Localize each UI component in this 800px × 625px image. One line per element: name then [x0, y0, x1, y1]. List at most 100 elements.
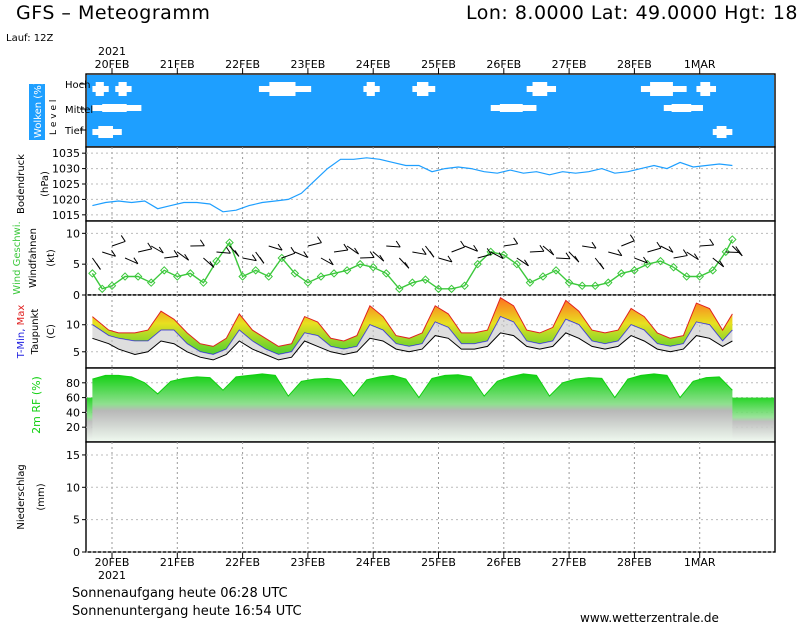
- ytick-label-humidity-0: 20: [66, 421, 80, 434]
- xtick-label-bottom-1: 21FEB: [160, 556, 195, 569]
- wind-speed-point-29: [460, 281, 469, 290]
- wind-barb-30: [477, 253, 492, 259]
- humidity-area: [92, 373, 733, 441]
- wind-barb-2: [111, 240, 126, 247]
- wind-speed-point-12: [238, 272, 247, 281]
- wind-speed-point-14: [264, 272, 273, 281]
- xtick-label-top-8: 28FEB: [617, 58, 652, 71]
- ylabel-wind-36: Windfahnen: [28, 228, 39, 288]
- wind-barb-47: [699, 244, 714, 247]
- wind-barb-flag-16: [303, 251, 309, 258]
- ylabel-temperature-38: Taupunkt: [30, 309, 41, 356]
- cloud-gap-core-hoch-3: [366, 82, 375, 96]
- year-label-bottom: 2021: [98, 569, 126, 582]
- wind-barb-flag-42: [643, 256, 648, 264]
- cloud-gap-core-hoch-7: [700, 82, 711, 96]
- wind-barb-flag-50: [737, 249, 743, 257]
- wind-barb-flag-43: [656, 241, 662, 249]
- xtick-label-bottom-7: 27FEB: [552, 556, 587, 569]
- wind-barb-flag-14: [277, 243, 283, 251]
- wind-barb-45: [673, 255, 688, 259]
- wind-barb-flag-27: [447, 255, 453, 263]
- wind-barb-4: [138, 248, 152, 253]
- wind-speed-point-23: [382, 269, 391, 278]
- wind-speed-point-3: [120, 272, 130, 281]
- wind-barb-17: [307, 242, 322, 247]
- sunset-text: Sonnenuntergang heute 16:54 UTC: [72, 604, 302, 619]
- wind-barb-flag-3: [133, 257, 139, 264]
- wind-speed-point-42: [630, 266, 639, 275]
- wind-barb-28: [451, 246, 465, 253]
- xtick-label-top-6: 26FEB: [486, 58, 521, 71]
- wind-speed-point-5: [146, 278, 156, 287]
- wind-barb-flag-37: [574, 255, 580, 263]
- wind-barb-flag-12: [251, 254, 257, 261]
- ytick-label-pressure-0: 1015: [52, 209, 80, 222]
- ylabel-precip-44: (mm): [36, 483, 47, 510]
- wind-barb-18: [320, 257, 334, 266]
- cloud-level-label-2: Tief: [64, 126, 84, 137]
- wind-speed-point-41: [617, 269, 626, 278]
- wind-barb-flag-13: [259, 257, 265, 264]
- wind-barb-41: [621, 240, 635, 247]
- wind-barb-9: [203, 257, 215, 268]
- ytick-label-humidity-3: 80: [66, 377, 80, 390]
- wind-speed-point-11: [225, 238, 234, 247]
- wind-speed-point-37: [564, 278, 574, 287]
- wind-barb-flag-15: [290, 246, 296, 254]
- wind-speed-point-17: [303, 278, 313, 287]
- cloud-gap-core-hoch-6: [650, 82, 673, 96]
- cloud-ylabel-box: [29, 84, 45, 140]
- xtick-label-top-7: 27FEB: [552, 58, 587, 71]
- wind-barb-flag-2: [120, 235, 126, 242]
- panel-frame-precip: [85, 441, 776, 553]
- ytick-label-pressure-3: 1030: [52, 163, 80, 176]
- sunrise-text: Sonnenaufgang heute 06:28 UTC: [72, 586, 288, 601]
- ytick-label-humidity-1: 40: [66, 406, 80, 419]
- xtick-label-top-5: 25FEB: [421, 58, 456, 71]
- wind-barb-15: [281, 252, 296, 259]
- cloud-gap-core-mittel-0: [102, 104, 127, 112]
- wind-speed-point-34: [525, 278, 535, 287]
- wind-barb-flag-29: [473, 244, 479, 252]
- xtick-label-bottom-4: 24FEB: [356, 556, 391, 569]
- ylabel-tmax-part: Max: [16, 305, 27, 329]
- wind-barb-31: [490, 251, 504, 260]
- wind-barb-flag-10: [226, 246, 231, 254]
- humidity-line: [92, 373, 733, 399]
- xtick-label-top-2: 22FEB: [225, 58, 260, 71]
- wind-barb-flag-26: [429, 250, 435, 258]
- xtick-label-top-9: 1MAR: [684, 58, 716, 71]
- ylabel-pressure-24: Bodendruck: [16, 154, 27, 214]
- temp-range-area: [92, 297, 733, 355]
- xtick-label-bottom-5: 25FEB: [421, 556, 456, 569]
- wind-barb-43: [647, 247, 662, 253]
- wind-speed-point-24: [395, 284, 404, 294]
- wind-barb-flag-34: [539, 244, 545, 252]
- wind-barb-flag-9: [209, 261, 215, 268]
- wind-speed-point-0: [88, 269, 97, 278]
- ytick-label-precip-1: 5: [73, 514, 80, 527]
- wind-barb-5: [150, 245, 164, 254]
- ytick-label-humidity-2: 60: [66, 392, 80, 405]
- wind-barb-22: [372, 251, 385, 262]
- wind-barb-3: [124, 257, 139, 265]
- xtick-label-bottom-3: 23FEB: [290, 556, 325, 569]
- wind-speed-point-7: [173, 272, 182, 281]
- xtick-label-bottom-6: 26FEB: [486, 556, 521, 569]
- wind-speed-point-44: [656, 256, 665, 266]
- wind-barb-20: [346, 245, 359, 255]
- wind-barb-34: [529, 250, 544, 253]
- wind-speed-point-31: [486, 247, 495, 257]
- cloud-gap-core-mittel-1: [499, 104, 523, 112]
- dewpoint-line: [92, 332, 733, 361]
- wind-barb-flag-40: [617, 249, 623, 256]
- wind-barb-flag-47: [709, 238, 715, 246]
- wind-barb-14: [268, 245, 283, 251]
- wind-barb-12: [242, 257, 257, 262]
- wind-barb-flag-8: [199, 239, 205, 247]
- ylabel-pressure-48: (hPa): [40, 171, 51, 197]
- wind-barb-flag-39: [599, 262, 605, 270]
- wind-speed-point-22: [368, 263, 378, 272]
